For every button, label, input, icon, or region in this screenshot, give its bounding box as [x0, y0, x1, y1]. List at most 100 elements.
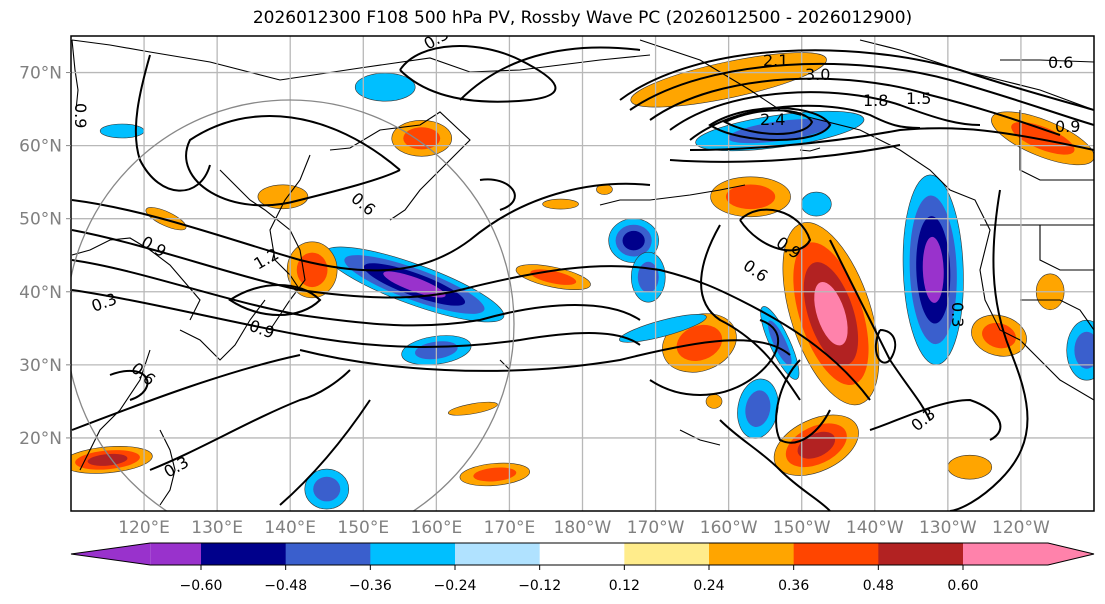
anomaly-blob [354, 72, 416, 102]
contour-label: 1.5 [906, 89, 931, 108]
pv-contour-line [708, 107, 832, 141]
anomaly-blob [619, 314, 707, 343]
coastline [1020, 299, 1094, 331]
anomaly-blob [1074, 331, 1094, 369]
colorbar-outline [70, 542, 1095, 566]
coastline [799, 147, 821, 152]
anomaly-blob [705, 394, 723, 409]
pv-contour-line [459, 46, 641, 101]
coastline [679, 429, 721, 446]
colorbar-segment [201, 543, 287, 565]
x-tick-label: 140°W [846, 518, 904, 538]
coastline [1039, 225, 1094, 271]
pv-contour-line [700, 224, 801, 401]
pv-contour-line [719, 419, 831, 511]
pv-contour-line [185, 115, 401, 207]
x-tick-label: 140°E [264, 518, 316, 538]
colorbar-segment [963, 543, 1048, 565]
colorbar-tick-label: 0.12 [609, 578, 640, 594]
y-tick-label: 40°N [19, 283, 62, 303]
anomaly-blob [313, 476, 341, 502]
colorbar-segment [624, 543, 710, 565]
pv-contour-line [149, 369, 351, 471]
anomaly-blob [622, 230, 645, 251]
plot-frame [70, 35, 1095, 512]
anomaly-blob [727, 118, 832, 144]
pv-contour-line [649, 77, 1061, 136]
pv-contour-line [722, 109, 814, 135]
colorbar-tick-label: 0.60 [947, 578, 978, 594]
coastline [1000, 59, 1094, 63]
pv-contour-line [134, 54, 211, 192]
anomaly-blob [801, 191, 832, 217]
coastline [1019, 110, 1094, 181]
pv-contour-line [949, 189, 1029, 511]
contour-label: 2.1 [763, 51, 788, 70]
colorbar-segment [539, 543, 625, 565]
pv-contour-line [228, 284, 322, 316]
colorbar-segment [150, 543, 201, 565]
pv-contour-line [669, 144, 901, 163]
y-tick-label: 50°N [19, 210, 62, 230]
x-tick-label: 170°W [627, 518, 685, 538]
x-tick-label: 150°W [773, 518, 831, 538]
colorbar-tick-label: −0.24 [434, 578, 477, 594]
map-area: 0.30.60.9 1.20.60.30.90.60.90.30.31.8 1.53… [71, 36, 1094, 511]
colorbar-tick-label: −0.60 [180, 578, 223, 594]
colorbar: −0.60 −0.48 −0.36 −0.24 −0.12 0.12 0.24 0.36 0.4… [70, 542, 1095, 594]
pv-contour-line [775, 359, 831, 444]
anomaly-blob [922, 236, 944, 303]
y-axis-ticks: 20°N 30°N 40°N 50°N 60°N 70°N [19, 64, 71, 449]
colorbar-tick-label: 0.36 [778, 578, 809, 594]
anomaly-blob [87, 453, 128, 466]
colorbar-segment [793, 543, 879, 565]
colorbar-tick-label: 0.24 [693, 578, 724, 594]
x-tick-label: 170°E [484, 518, 536, 538]
coastline [71, 39, 79, 111]
x-tick-label: 130°W [919, 518, 977, 538]
anomaly-blob [383, 271, 446, 298]
anomaly-blob [99, 123, 145, 139]
anomaly-blob [542, 198, 579, 210]
contour-label: 0.9 [71, 103, 90, 128]
colorbar-extend-min [71, 543, 151, 565]
pv-contour-line [71, 354, 301, 431]
y-tick-label: 70°N [19, 64, 62, 84]
contour-label: 2.4 [760, 110, 785, 129]
pv-contour-line [619, 49, 1094, 111]
anomaly-blob [725, 184, 776, 210]
anomaly-blob [1011, 121, 1075, 155]
coastline [859, 39, 1094, 111]
gridlines [71, 36, 1094, 511]
x-tick-label: 150°E [337, 518, 389, 538]
pv-contour-line [869, 398, 1002, 441]
pv-contour-line [71, 289, 641, 348]
pv-contour-line [109, 369, 149, 401]
colorbar-tick-label: 0.48 [863, 578, 894, 594]
y-tick-label: 30°N [19, 356, 62, 376]
coastline [79, 349, 151, 471]
pv-contour-line [829, 239, 931, 421]
coastline [71, 237, 201, 321]
colorbar-segment [709, 543, 795, 565]
coastline [179, 299, 266, 361]
colorbar-segment [455, 543, 541, 565]
anomaly-blob [767, 320, 792, 366]
colorbar-segment [878, 543, 964, 565]
contour-label: 3.0 [805, 65, 830, 84]
contour-label: 0.9 [1055, 117, 1080, 136]
anomaly-blob [745, 390, 771, 427]
x-tick-label: 160°W [700, 518, 758, 538]
pv-contour-line [689, 127, 1094, 151]
x-tick-label: 120°E [118, 518, 170, 538]
radius-circle [71, 99, 515, 511]
colorbar-tick-label: −0.36 [349, 578, 392, 594]
pv-contour-line [629, 62, 1094, 126]
pv-contour-line [399, 45, 557, 103]
x-axis-ticks: 120°E 130°E 140°E 150°E 160°E 170°E 180°W 170°W… [118, 518, 1050, 538]
pv-contour-line [479, 178, 516, 211]
pv-contour-line [649, 319, 780, 396]
anomaly-blob [473, 467, 517, 482]
pv-contour-line [739, 208, 812, 252]
